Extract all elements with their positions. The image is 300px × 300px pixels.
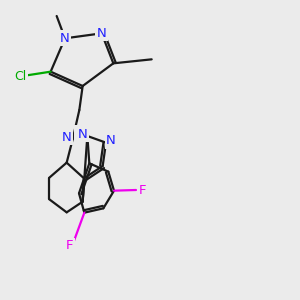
Text: N: N bbox=[62, 131, 71, 144]
Text: N: N bbox=[60, 32, 70, 45]
Text: Cl: Cl bbox=[14, 70, 27, 83]
Text: N: N bbox=[97, 27, 106, 40]
Text: F: F bbox=[66, 239, 73, 252]
Text: N: N bbox=[77, 128, 87, 140]
Text: F: F bbox=[138, 184, 146, 196]
Text: N: N bbox=[106, 134, 116, 147]
Text: H: H bbox=[76, 127, 86, 140]
